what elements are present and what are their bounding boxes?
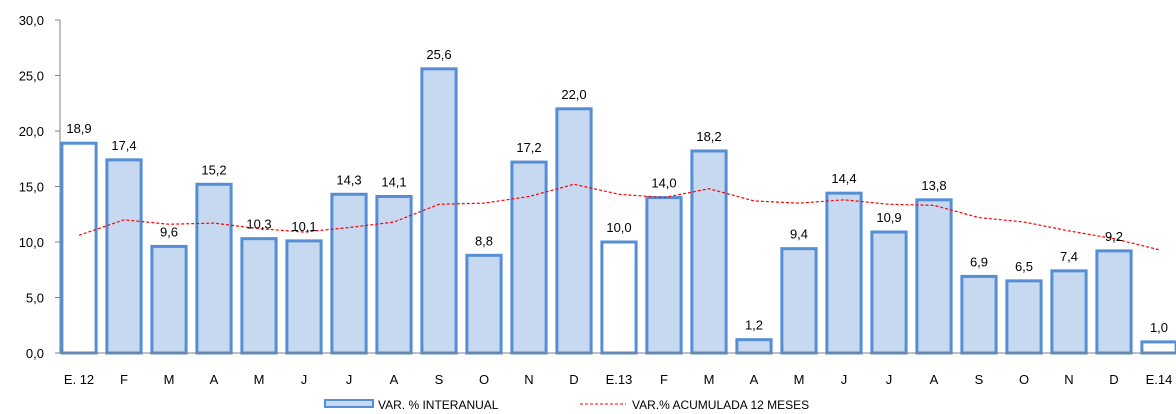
x-tick-label: J [841, 372, 848, 387]
bar [870, 230, 908, 355]
x-tick-label: N [1064, 372, 1073, 387]
bar [735, 338, 773, 355]
x-tick-label: E.14 [1146, 372, 1173, 387]
data-label: 14,1 [381, 174, 406, 189]
bar [240, 237, 278, 355]
x-tick-label: F [660, 372, 668, 387]
accumulated-line [78, 183, 1160, 251]
y-tick-label: 15,0 [19, 180, 44, 195]
data-label: 6,9 [970, 254, 988, 269]
x-tick-label: F [120, 372, 128, 387]
bar [195, 182, 233, 355]
x-tick-label: A [390, 372, 399, 387]
data-label: 15,2 [201, 162, 226, 177]
y-tick-label: 20,0 [19, 124, 44, 139]
x-tick-label: M [254, 372, 265, 387]
bar [510, 160, 548, 355]
x-tick-label: M [704, 372, 715, 387]
bar [1005, 279, 1043, 355]
bar [105, 158, 143, 355]
legend: VAR. % INTERANUAL VAR.% ACUMULADA 12 MES… [324, 398, 809, 412]
bar [645, 196, 683, 355]
bar [285, 239, 323, 355]
data-label: 1,0 [1150, 320, 1168, 335]
bar-series [60, 67, 1176, 355]
bar [330, 192, 368, 355]
bar [780, 247, 818, 355]
x-tick-label: A [750, 372, 759, 387]
x-tick-label: M [164, 372, 175, 387]
data-labels: 18,9 17,4 9,6 15,2 10,3 10,1 14,3 14,1 25,6 8,8 17… [66, 47, 1168, 335]
legend-bar-label: VAR. % INTERANUAL [378, 398, 499, 412]
x-tick-label: E.13 [606, 372, 633, 387]
bar [1140, 340, 1176, 355]
y-axis: 0,0 5,0 10,0 15,0 20,0 25,0 30,0 [19, 13, 61, 361]
x-tick-label: S [975, 372, 984, 387]
data-label: 9,2 [1105, 229, 1123, 244]
bar [1095, 249, 1133, 355]
bar [150, 244, 188, 355]
x-tick-label: J [346, 372, 353, 387]
bar [690, 149, 728, 355]
data-label: 8,8 [475, 233, 493, 248]
data-label: 10,0 [606, 220, 631, 235]
data-label: 14,0 [651, 176, 676, 191]
bar [465, 253, 503, 355]
data-label: 9,6 [160, 224, 178, 239]
data-label: 13,8 [921, 178, 946, 193]
y-tick-label: 25,0 [19, 69, 44, 84]
y-tick-label: 10,0 [19, 235, 44, 250]
x-tick-label: N [524, 372, 533, 387]
data-label: 9,4 [790, 227, 808, 242]
data-label: 18,2 [696, 129, 721, 144]
x-tick-label: J [886, 372, 893, 387]
data-label: 10,9 [876, 210, 901, 225]
data-label: 17,2 [516, 140, 541, 155]
x-tick-label: D [569, 372, 578, 387]
x-tick-label: O [1019, 372, 1029, 387]
data-label: 7,4 [1060, 249, 1078, 264]
data-label: 14,3 [336, 172, 361, 187]
x-tick-label: J [301, 372, 308, 387]
legend-bar-swatch [324, 399, 374, 408]
data-label: 1,2 [745, 318, 763, 333]
x-tick-label: O [479, 372, 489, 387]
data-label: 18,9 [66, 121, 91, 136]
x-tick-label: A [210, 372, 219, 387]
x-tick-label: D [1109, 372, 1118, 387]
data-label: 10,1 [291, 219, 316, 234]
x-axis: E. 12 F M A M J J A S O N D E.13 F M A M J J A S O N D E.14 [60, 352, 1176, 387]
x-tick-label: S [435, 372, 444, 387]
legend-line-label: VAR.% ACUMULADA 12 MESES [632, 398, 809, 412]
bar [825, 191, 863, 355]
data-label: 25,6 [426, 47, 451, 62]
data-label: 22,0 [561, 87, 586, 102]
data-label: 6,5 [1015, 259, 1033, 274]
data-label: 14,4 [831, 171, 856, 186]
bar [915, 198, 953, 355]
data-label: 10,3 [246, 217, 271, 232]
y-tick-label: 0,0 [26, 346, 44, 361]
bar [600, 240, 638, 355]
y-tick-label: 5,0 [26, 291, 44, 306]
x-tick-label: A [930, 372, 939, 387]
y-tick-label: 30,0 [19, 13, 44, 28]
bar [960, 274, 998, 355]
x-tick-label: E. 12 [64, 372, 94, 387]
data-label: 17,4 [111, 138, 136, 153]
bar [420, 67, 458, 355]
bar [555, 107, 593, 355]
bar [375, 194, 413, 355]
bar [1050, 269, 1088, 355]
bar [60, 141, 98, 355]
line-series [78, 183, 1160, 251]
x-tick-label: M [794, 372, 805, 387]
